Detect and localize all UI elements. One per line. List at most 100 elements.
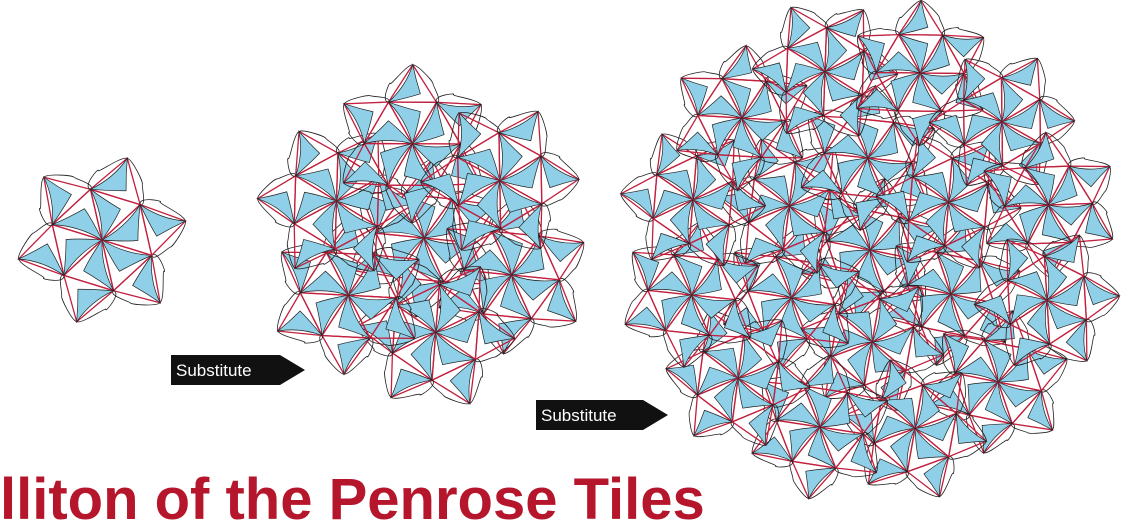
frame-triangle (742, 319, 783, 363)
flame-tile (693, 409, 734, 437)
tile-outline (676, 113, 699, 151)
tile-outline (624, 288, 649, 325)
tile-outline (342, 141, 365, 184)
tile-outline (984, 162, 1026, 172)
tile-outline (499, 228, 541, 250)
flame-tile (825, 9, 865, 37)
tile-outline (437, 265, 481, 285)
frame-triangle (693, 393, 734, 437)
flame-tile (42, 176, 72, 226)
flame-tile (478, 310, 516, 345)
flame-tile (655, 133, 681, 176)
flame-tile (294, 239, 337, 270)
flame-tile (412, 236, 445, 283)
flame-tile (740, 81, 772, 119)
frame-triangle (530, 278, 577, 322)
tile-outline (868, 471, 909, 486)
frame-triangle (808, 114, 852, 155)
tiling-stage-3 (619, 0, 1121, 500)
tile-outline (390, 379, 434, 399)
tile-outline (948, 440, 987, 460)
tile-outline (950, 141, 991, 159)
frame-triangle (664, 329, 711, 369)
flame-tile (823, 50, 865, 81)
flame-tile (802, 70, 826, 116)
flame-tile (403, 142, 437, 186)
tile-outline (127, 157, 145, 206)
flame-tile (679, 334, 711, 369)
tile-outline (277, 330, 323, 344)
tile-outline (373, 247, 419, 260)
tile-outline (905, 354, 944, 374)
frame-triangle (968, 414, 1014, 455)
frame-triangle (139, 203, 187, 257)
tile-outline (878, 284, 920, 299)
tile-outline (834, 303, 850, 344)
flame-tile (387, 63, 421, 103)
tile-outline (830, 355, 851, 394)
tile-outline (412, 64, 440, 103)
flame-tile (139, 203, 187, 237)
flame-tile (826, 224, 871, 251)
flame-tile (838, 311, 873, 344)
flame-tile (880, 359, 907, 402)
tile-outline (929, 97, 965, 123)
tile-outline (280, 252, 301, 295)
frame-triangle (730, 403, 774, 447)
flame-tile (460, 220, 503, 252)
frame-triangle (624, 289, 667, 332)
tile-outline (1006, 238, 1046, 257)
flame-tile (315, 294, 350, 336)
flame-tile (961, 226, 986, 269)
tile-outline (856, 108, 899, 119)
flame-tile (744, 237, 785, 265)
frame-triangle (457, 112, 501, 159)
frame-triangle (762, 331, 809, 371)
frame-triangle (786, 6, 828, 50)
flame-tile (866, 122, 899, 159)
flame-tile (1043, 234, 1081, 263)
tile-outline (649, 133, 663, 176)
tile-outline (786, 115, 826, 135)
flame-tile (497, 110, 539, 142)
tiling-stage-2 (256, 63, 585, 405)
frame-triangle (676, 114, 719, 156)
frame-triangle (943, 226, 986, 269)
tile-outline (503, 318, 535, 354)
flame-tile (775, 256, 804, 300)
flame-tile (624, 306, 667, 332)
flame-tile (871, 298, 898, 343)
tile-outline (958, 143, 967, 186)
flame-tile (326, 252, 359, 297)
flame-tile (295, 168, 338, 203)
flame-tile (963, 114, 1004, 145)
flame-tile (790, 263, 822, 299)
flame-tile (434, 284, 461, 334)
frame-triangle (343, 101, 390, 145)
tile-outline (1005, 323, 1015, 366)
flame-tile (947, 183, 989, 213)
frame-triangle (906, 219, 947, 263)
frame-triangle (540, 154, 580, 206)
flame-tile (898, 34, 929, 75)
flame-tile (847, 341, 873, 386)
tile-outline (941, 27, 984, 38)
flame-tile (458, 173, 502, 206)
flame-tile (983, 339, 1012, 384)
flame-tile (692, 155, 717, 201)
tile-outline (800, 355, 831, 387)
frame-triangle (751, 47, 789, 94)
flame-tile (786, 6, 811, 50)
tile-outline (998, 239, 1008, 282)
frame-triangle (457, 204, 503, 251)
flame-tile (711, 117, 743, 155)
flame-tile (690, 259, 722, 296)
frame-triangle (817, 262, 861, 306)
frame-triangle (89, 157, 142, 206)
tile-outline (772, 387, 811, 408)
flame-tile (942, 333, 970, 375)
tile-outline (665, 368, 698, 399)
flame-tile (873, 415, 917, 444)
flame-tile (829, 187, 863, 220)
frame-triangle (921, 372, 963, 415)
